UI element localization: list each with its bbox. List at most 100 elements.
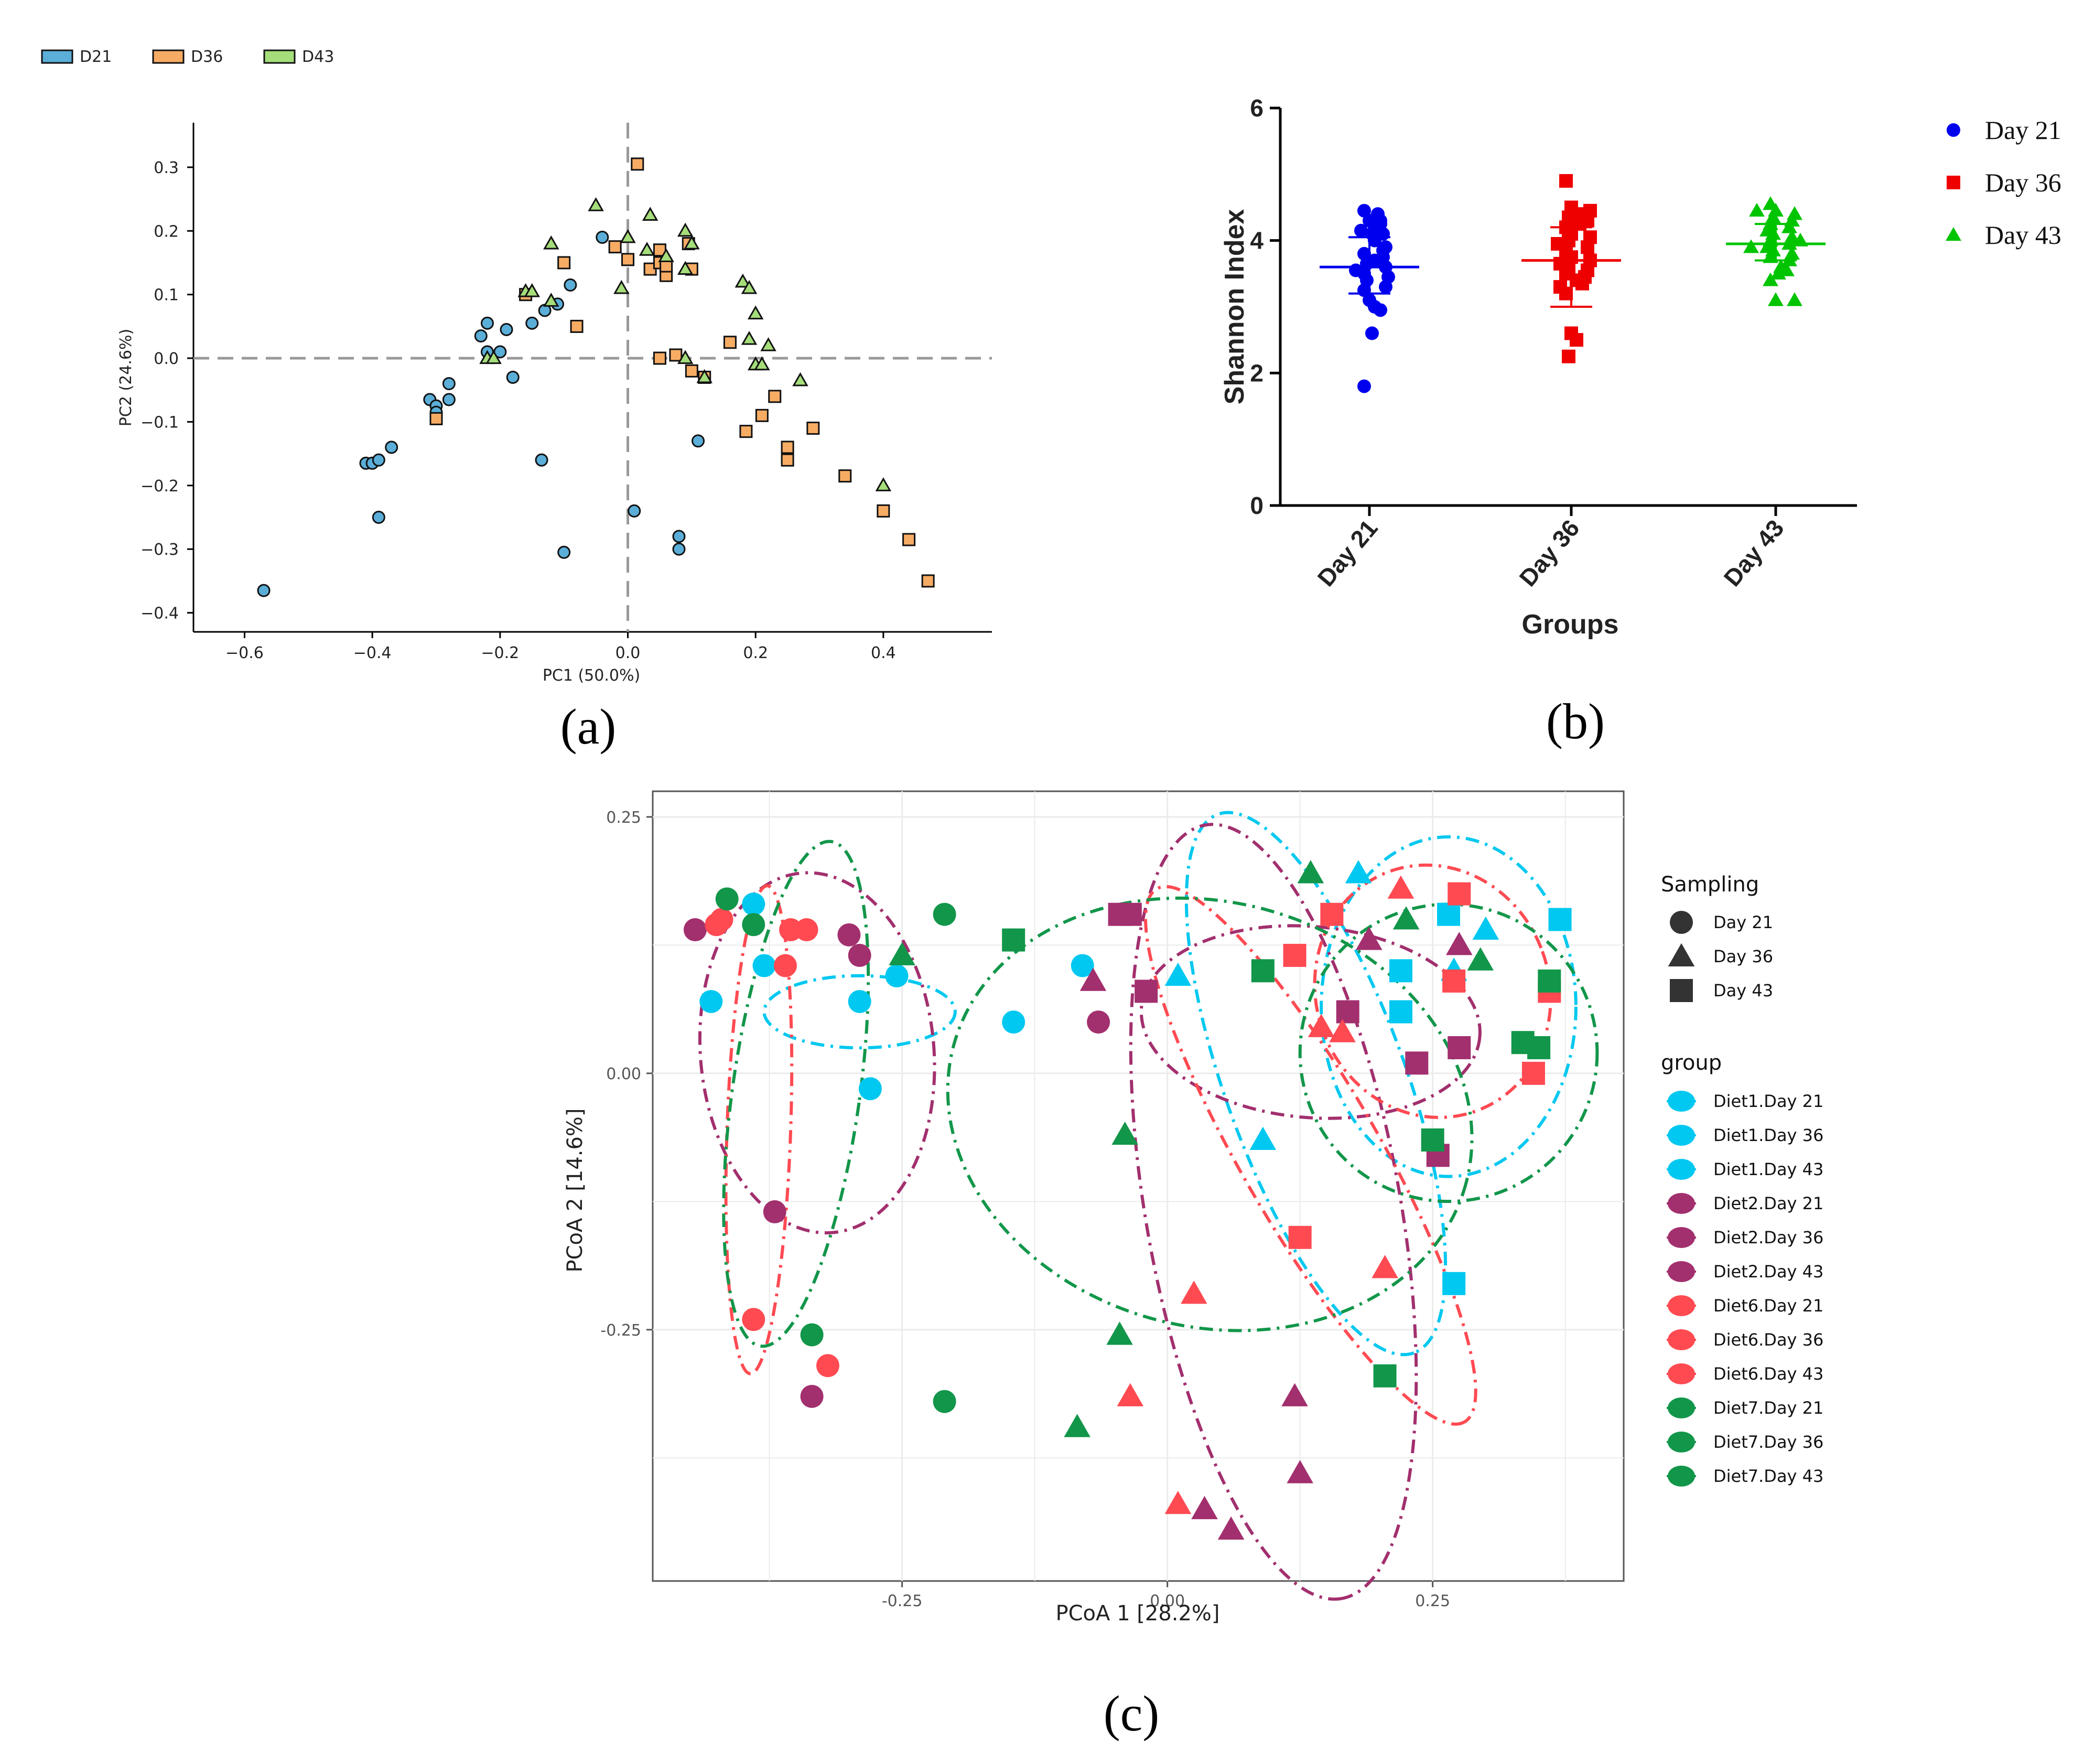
panel-c-point: [1387, 875, 1414, 899]
panel-b-y-tick-label: 6: [1250, 94, 1264, 122]
panel-c-point: [1392, 906, 1420, 930]
panel-b-legend-label: Day 36: [1985, 168, 2061, 197]
panel-b-legend-marker: [1947, 176, 1960, 189]
panel-c-point: [1448, 1036, 1471, 1059]
panel-a-point: [902, 533, 916, 546]
panel-c-point: [1118, 902, 1142, 926]
panel-a-point: [385, 440, 398, 454]
panel-a-point: [672, 530, 686, 543]
panel-c-legend-group-label: Diet7.Day 43: [1713, 1466, 1823, 1486]
panel-a-point: [608, 240, 622, 254]
panel-c-point: [1111, 1121, 1138, 1145]
panel-c-point: [1002, 928, 1025, 952]
panel-a-point: [781, 453, 794, 467]
panel-c-series-Diet1.Day 21: [699, 892, 1094, 1101]
panel-a-ticks: −0.6 −0.4 −0.2 0.0 0.2 0.4 0.3 0.2 0.1 0.0 −0.1 −0.…: [141, 159, 896, 662]
panel-a-y-tick-label: 0.3: [154, 159, 179, 177]
panel-c-ellipses: [698, 811, 1599, 1601]
panel-a-x-tick-label: −0.6: [225, 644, 264, 662]
panel-b-point: [1583, 203, 1597, 218]
panel-a-point: [735, 273, 751, 288]
panel-b-point: [1562, 349, 1575, 363]
panel-c-legend-group-label: Diet2.Day 43: [1713, 1262, 1823, 1282]
panel-a-point: [653, 351, 666, 365]
panel-c-legend-group-label: Diet6.Day 43: [1713, 1364, 1823, 1384]
panel-c-point: [1288, 1225, 1312, 1249]
panel-c-point: [800, 1384, 824, 1408]
panel-a-point: [257, 584, 271, 597]
panel-c-ticks: -0.25 0.00 0.25 0.25 0.00 -0.25: [600, 809, 1450, 1610]
panel-c-point: [795, 918, 818, 942]
panel-c-legend-group-label: Diet6.Day 21: [1713, 1296, 1823, 1316]
panel-a-point: [755, 408, 769, 422]
panel-c-legend-group-label: Diet2.Day 21: [1713, 1193, 1823, 1213]
panel-a-point: [741, 331, 758, 345]
panel-c-point: [837, 923, 861, 946]
panel-c-point: [1251, 959, 1275, 983]
panel-a-point: [696, 369, 712, 383]
panel-c-point: [1472, 916, 1499, 940]
panel-c-point: [933, 902, 956, 926]
panel-c-point: [1373, 1364, 1397, 1387]
panel-b-legend-marker: [1947, 123, 1960, 137]
panel-c-legend-sampling-title: Sampling: [1661, 873, 1759, 897]
panel-b-legend: Day 21 Day 36 Day 43: [1946, 115, 2061, 250]
panel-a-point: [588, 197, 604, 211]
panel-c-point: [1442, 969, 1466, 993]
panel-c-point: [1135, 980, 1158, 1003]
panel-a-point: [543, 293, 559, 307]
panel-c-ellipse: [724, 884, 794, 1375]
panel-a-reference-lines: [193, 123, 992, 632]
panel-b-y-tick-label: 4: [1250, 227, 1264, 254]
panel-a-legend-label: D36: [191, 48, 223, 66]
panel-c-series-Diet7.Day 36: [889, 860, 1494, 1437]
panel-c-y-label: PCoA 2 [14.6%]: [563, 1108, 587, 1272]
panel-a-x-tick-label: 0.2: [743, 644, 768, 662]
panel-c-pcoa: -0.25 0.00 0.25 0.25 0.00 -0.25 Sampling Day 2…: [563, 790, 1823, 1741]
panel-b-point: [1349, 263, 1363, 277]
panel-c-point: [1442, 1272, 1466, 1295]
panel-a-point: [723, 336, 737, 349]
panel-c-ellipse: [1139, 924, 1482, 1120]
panel-c-point: [1355, 927, 1383, 950]
panel-a-point: [747, 305, 764, 320]
panel-a-x-tick-label: −0.2: [481, 644, 519, 662]
panel-b-point: [1575, 276, 1589, 291]
panel-c-point: [1297, 860, 1324, 884]
panel-c-legend-group-label: Diet1.Day 21: [1713, 1091, 1823, 1111]
panel-c-point: [1445, 932, 1473, 955]
panel-c-point: [848, 989, 871, 1013]
panel-a-y-tick-label: 0.0: [154, 350, 179, 368]
panel-a-y-tick-label: −0.2: [141, 477, 179, 496]
panel-c-point: [1527, 1036, 1551, 1059]
panel-b-point: [1553, 256, 1567, 271]
panel-a-caption: (a): [560, 698, 617, 755]
panel-a-point: [677, 222, 694, 237]
panel-b-x-label: Groups: [1522, 609, 1619, 640]
panel-c-series-Diet2.Day 21: [683, 918, 1110, 1408]
panel-c-point: [1372, 1255, 1398, 1278]
panel-b-point: [1770, 265, 1786, 280]
panel-b-point: [1768, 292, 1784, 306]
panel-b-point: [1581, 240, 1594, 254]
panel-c-y-tick-label: 0.00: [606, 1065, 641, 1083]
panel-a-point: [524, 283, 540, 297]
panel-b-points: [1320, 174, 1826, 393]
panel-a-point: [620, 229, 636, 243]
panel-c-ellipse: [1144, 885, 1477, 1426]
panel-a-points: [257, 157, 935, 597]
panel-b-series-Day 43: [1726, 196, 1826, 306]
panel-a-point: [613, 279, 630, 294]
panel-a-point: [677, 261, 694, 275]
panel-c-legend-group-label: Diet2.Day 36: [1713, 1228, 1823, 1247]
panel-c-point: [1217, 1516, 1245, 1540]
panel-c-point: [1329, 1019, 1356, 1042]
panel-c-ellipse: [1129, 823, 1418, 1601]
panel-a-point: [631, 157, 644, 171]
panel-c-legend-sampling-label: Day 36: [1713, 946, 1773, 966]
panel-c-y-tick-label: -0.25: [600, 1321, 641, 1340]
panel-a-point: [642, 207, 658, 221]
panel-b-legend-marker: [1946, 227, 1961, 241]
panel-a-point: [557, 545, 571, 559]
panel-c-point: [1079, 967, 1107, 991]
